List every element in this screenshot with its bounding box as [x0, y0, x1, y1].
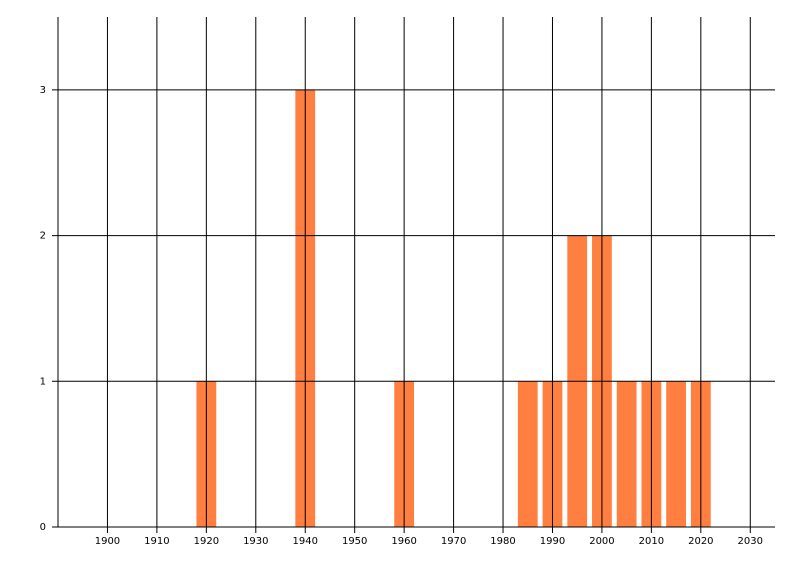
x-tick-label: 1970	[441, 536, 466, 547]
x-tick-label: 2020	[688, 536, 713, 547]
bar	[517, 381, 538, 527]
y-tick-label: 0	[40, 522, 46, 533]
x-tick-label: 1930	[243, 536, 268, 547]
x-tick-label: 2010	[639, 536, 664, 547]
y-tick-label: 2	[40, 231, 46, 242]
bar	[616, 381, 637, 527]
x-tick-label: 1920	[194, 536, 219, 547]
x-tick-label: 1950	[342, 536, 367, 547]
x-tick-label: 1900	[95, 536, 120, 547]
x-tick-label: 2000	[589, 536, 614, 547]
x-tick-label: 1980	[490, 536, 515, 547]
x-tick-label: 1990	[540, 536, 565, 547]
x-tick-label: 2030	[738, 536, 763, 547]
bar	[666, 381, 686, 527]
y-tick-label: 3	[40, 85, 46, 96]
y-tick-label: 1	[40, 376, 46, 387]
x-tick-label: 1960	[391, 536, 416, 547]
x-tick-label: 1940	[293, 536, 318, 547]
x-tick-label: 1910	[144, 536, 169, 547]
